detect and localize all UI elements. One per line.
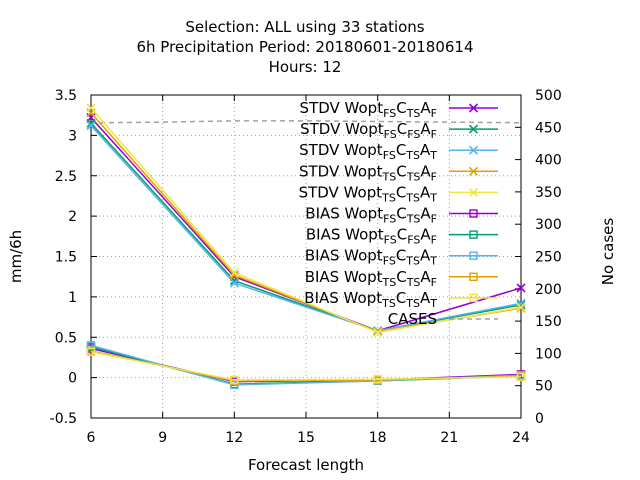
- data-point: [86, 347, 96, 356]
- y-tick-label: -0.5: [50, 411, 77, 427]
- y-tick-label: 3.5: [55, 88, 77, 104]
- series-line: [90, 351, 522, 381]
- legend-entry: BIAS WoptFSCTSAF: [305, 205, 498, 226]
- y-tick-label: 1: [68, 290, 77, 306]
- legend-marker: [469, 272, 478, 281]
- data-point: [373, 327, 383, 337]
- title-line: Hours: 12: [269, 58, 342, 76]
- series-9: [86, 347, 526, 385]
- y2-tick-label: 450: [535, 120, 562, 136]
- legend-entry: STDV WoptTSCTSAT: [299, 183, 498, 204]
- data-point: [516, 283, 526, 293]
- data-point: [516, 302, 526, 312]
- y2-tick-label: 50: [535, 379, 553, 395]
- legend-label: CASES: [388, 310, 437, 328]
- y-tick-label: 2: [68, 209, 77, 225]
- y2-tick-label: 400: [535, 153, 562, 169]
- y2-tick-label: 150: [535, 314, 562, 330]
- legend-marker: [469, 209, 478, 218]
- axis-ticks: 6 9 12 15 18 21 24 -0.5 0 0.5 1 1.5 2 2.5 3 3.5 0 50 100 15…: [50, 88, 562, 446]
- series-layer: [86, 103, 526, 390]
- legend-entry: STDV WoptFSCTSAF: [300, 99, 498, 120]
- y2-axis-label: No cases: [599, 218, 617, 286]
- legend-entry: STDV WoptFSCTSAT: [299, 141, 498, 162]
- legend-marker: [468, 145, 479, 155]
- legend-entry: STDV WoptTSCTSAF: [299, 162, 498, 183]
- legend-label: STDV WoptFSCTSAF: [300, 99, 437, 120]
- legend-entry: BIAS WoptFSCTSAT: [305, 247, 498, 268]
- y2-tick-label: 300: [535, 217, 562, 233]
- title-line: Selection: ALL using 33 stations: [185, 18, 424, 36]
- legend-marker: [468, 103, 479, 113]
- legend-label: BIAS WoptTSCTSAT: [304, 289, 437, 310]
- legend-marker: [468, 166, 479, 176]
- chart-title: Selection: ALL using 33 stations 6h Preci…: [136, 18, 473, 76]
- x-tick-label: 12: [225, 430, 243, 446]
- data-point: [229, 268, 239, 278]
- legend-entry: BIAS WoptFSCFSAF: [306, 226, 498, 247]
- legend-entry: BIAS WoptTSCTSAF: [305, 268, 498, 289]
- data-point: [86, 103, 96, 113]
- legend-marker: [468, 187, 479, 197]
- legend-marker: [469, 293, 478, 303]
- x-tick-label: 18: [369, 430, 387, 446]
- series-line: [90, 125, 522, 332]
- legend-marker: [469, 251, 478, 260]
- legend-label: BIAS WoptTSCTSAF: [305, 268, 437, 289]
- y-tick-label: 0.5: [55, 330, 77, 346]
- legend-label: STDV WoptFSCTSAT: [299, 141, 437, 162]
- series-line: [90, 122, 522, 332]
- y-tick-label: 3: [68, 128, 77, 144]
- y2-tick-label: 100: [535, 346, 562, 362]
- y2-tick-label: 200: [535, 282, 562, 298]
- legend-marker: [468, 124, 479, 134]
- series-line: [90, 107, 522, 334]
- y2-tick-label: 250: [535, 250, 562, 266]
- data-point: [229, 278, 239, 288]
- y2-tick-label: 350: [535, 185, 562, 201]
- x-tick-label: 15: [297, 430, 315, 446]
- legend-entry: BIAS WoptTSCTSAT: [304, 289, 498, 310]
- data-point: [229, 270, 239, 280]
- data-point: [86, 118, 96, 128]
- x-tick-label: 6: [87, 430, 96, 446]
- y2-tick-label: 0: [535, 411, 544, 427]
- legend-label: STDV WoptTSCTSAT: [299, 183, 438, 204]
- legend-marker: [469, 230, 478, 239]
- legend-entry: STDV WoptFSCFSAF: [300, 120, 498, 141]
- y-tick-label: 0: [68, 371, 77, 387]
- data-point: [230, 375, 239, 385]
- title-line: 6h Precipitation Period: 20180601-201806…: [136, 38, 473, 56]
- x-axis-label: Forecast length: [248, 456, 364, 474]
- y-tick-label: 2.5: [55, 169, 77, 185]
- y-axis-label: mm/6h: [7, 230, 25, 283]
- y-tick-label: 1.5: [55, 250, 77, 266]
- legend-entry: CASES: [388, 310, 498, 328]
- x-tick-label: 21: [440, 430, 458, 446]
- data-point: [373, 375, 382, 384]
- legend-label: STDV WoptTSCTSAF: [299, 162, 437, 183]
- legend-label: BIAS WoptFSCTSAT: [305, 247, 437, 268]
- x-tick-label: 24: [512, 430, 530, 446]
- data-point: [516, 372, 526, 382]
- legend-label: BIAS WoptFSCFSAF: [306, 226, 437, 247]
- series-4: [86, 103, 526, 337]
- legend-label: STDV WoptFSCFSAF: [300, 120, 437, 141]
- y2-tick-label: 500: [535, 88, 562, 104]
- data-point: [86, 121, 96, 131]
- legend-label: BIAS WoptFSCTSAF: [305, 205, 437, 226]
- x-tick-label: 9: [158, 430, 167, 446]
